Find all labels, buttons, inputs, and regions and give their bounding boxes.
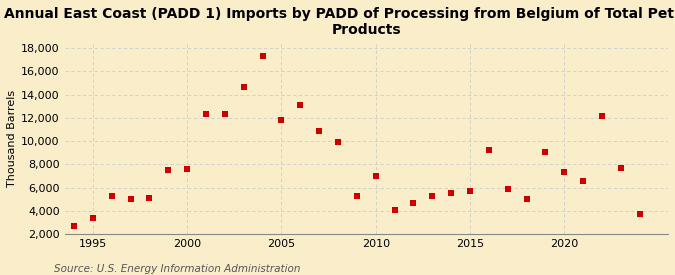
Point xyxy=(314,128,325,133)
Title: Annual East Coast (PADD 1) Imports by PADD of Processing from Belgium of Total P: Annual East Coast (PADD 1) Imports by PA… xyxy=(4,7,675,37)
Point xyxy=(371,174,381,178)
Point xyxy=(107,193,117,198)
Y-axis label: Thousand Barrels: Thousand Barrels xyxy=(7,90,17,187)
Point xyxy=(88,216,99,220)
Point xyxy=(389,207,400,212)
Point xyxy=(616,166,626,170)
Point xyxy=(182,167,192,171)
Point xyxy=(276,118,287,122)
Text: Source: U.S. Energy Information Administration: Source: U.S. Energy Information Administ… xyxy=(54,264,300,274)
Point xyxy=(483,148,494,153)
Point xyxy=(219,112,230,117)
Point xyxy=(597,113,608,118)
Point xyxy=(408,200,419,205)
Point xyxy=(464,189,475,193)
Point xyxy=(502,186,513,191)
Point xyxy=(200,112,211,117)
Point xyxy=(427,193,437,198)
Point xyxy=(69,224,80,228)
Point xyxy=(521,197,532,201)
Point xyxy=(125,197,136,201)
Point xyxy=(540,149,551,154)
Point xyxy=(144,196,155,200)
Point xyxy=(446,191,456,196)
Point xyxy=(559,170,570,175)
Point xyxy=(634,212,645,216)
Point xyxy=(295,103,306,107)
Point xyxy=(257,54,268,59)
Point xyxy=(352,193,362,198)
Point xyxy=(578,178,589,183)
Point xyxy=(238,84,249,89)
Point xyxy=(333,140,344,144)
Point xyxy=(163,168,173,172)
